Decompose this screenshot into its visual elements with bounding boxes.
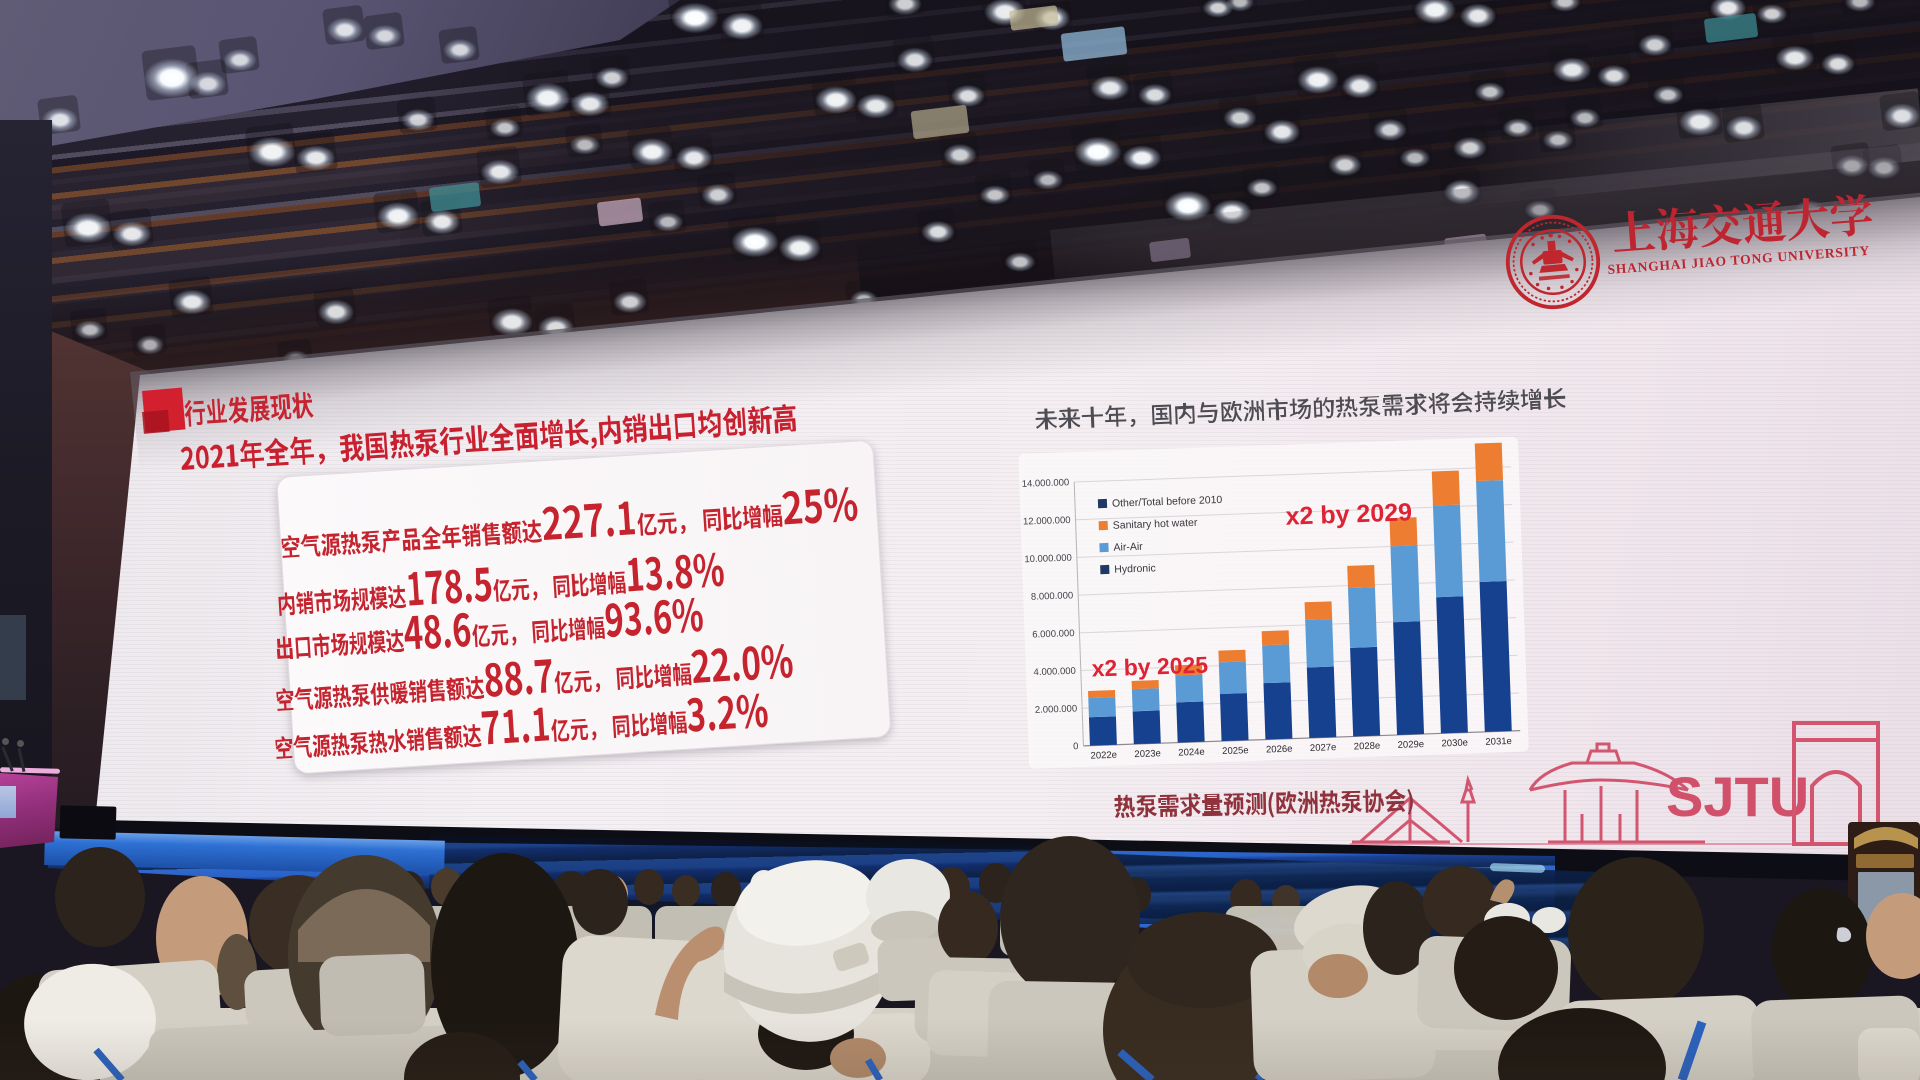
svg-text:2025e: 2025e <box>1222 745 1249 757</box>
svg-text:2029e: 2029e <box>1398 739 1425 751</box>
svg-text:2022e: 2022e <box>1090 750 1117 762</box>
svg-text:2023e: 2023e <box>1134 748 1161 760</box>
svg-text:0: 0 <box>1073 741 1079 752</box>
svg-text:2030e: 2030e <box>1441 737 1468 749</box>
svg-text:2.000.000: 2.000.000 <box>1035 703 1078 715</box>
svg-text:2024e: 2024e <box>1178 747 1205 759</box>
svg-text:12.000.000: 12.000.000 <box>1023 515 1071 528</box>
svg-text:Air-Air: Air-Air <box>1113 541 1143 554</box>
svg-text:2026e: 2026e <box>1266 744 1293 756</box>
svg-text:SJTU: SJTU <box>1666 765 1809 828</box>
svg-text:10.000.000: 10.000.000 <box>1024 553 1072 566</box>
svg-text:Other/Total before 2010: Other/Total before 2010 <box>1112 494 1223 510</box>
svg-text:x2 by 2029: x2 by 2029 <box>1285 498 1412 530</box>
svg-text:Sanitary hot water: Sanitary hot water <box>1113 517 1198 532</box>
svg-text:2027e: 2027e <box>1310 742 1337 754</box>
svg-text:8.000.000: 8.000.000 <box>1031 590 1074 602</box>
svg-text:2028e: 2028e <box>1354 741 1381 753</box>
svg-text:Hydronic: Hydronic <box>1114 562 1156 575</box>
svg-text:2031e: 2031e <box>1485 736 1512 748</box>
svg-text:x2 by 2025: x2 by 2025 <box>1091 652 1208 682</box>
svg-text:6.000.000: 6.000.000 <box>1032 628 1075 640</box>
svg-text:14.000.000: 14.000.000 <box>1022 477 1070 490</box>
svg-text:4.000.000: 4.000.000 <box>1033 666 1076 678</box>
